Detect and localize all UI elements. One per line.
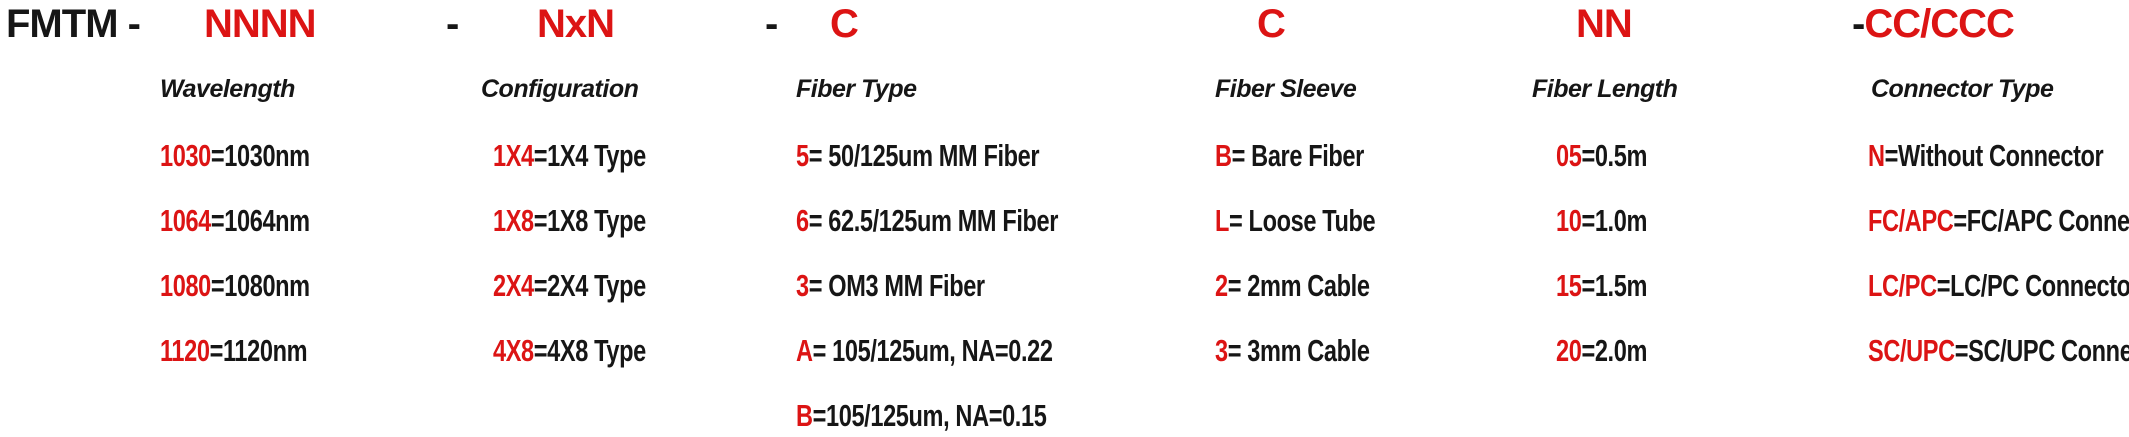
option-code: 1064 [160,203,211,238]
option-code: 10 [1556,203,1582,238]
option-desc: = 2mm Cable [1227,268,1370,303]
option-code: 1X4 [493,138,534,173]
column-label-configuration: Configuration [481,75,639,103]
option-desc: = OM3 MM Fiber [808,268,985,303]
fiber-sleeve-option: L= Loose Tube [1215,203,1376,238]
fiber-type-option: 5= 50/125um MM Fiber [796,138,1040,173]
fiber-type-option: 6= 62.5/125um MM Fiber [796,204,1058,238]
option-desc: =1120nm [209,333,308,368]
option-desc: =LC/PC Connector [1936,268,2129,303]
option-code: 3 [1215,333,1228,368]
option-code: B [796,398,813,433]
option-desc: = 62.5/125um MM Fiber [808,203,1059,238]
option-desc: =2X4 Type [533,268,646,303]
option-code: 1030 [160,138,211,173]
configuration-option: 1X8=1X8 Type [493,204,646,238]
option-desc: =1X8 Type [533,203,646,238]
code-segment-wavelength: NNNN [204,2,317,46]
wavelength-option: 1030=1030nm [160,139,310,173]
configuration-option: 1X4=1X4 Type [493,139,646,173]
option-desc: =1.0m [1581,203,1648,238]
column-label-fiber-type: Fiber Type [796,75,917,103]
connector-code-hyphen: - [1852,2,1865,46]
option-desc: = 50/125um MM Fiber [808,138,1040,173]
fiber-length-option: 15=1.5m [1556,269,1647,303]
option-desc: = 3mm Cable [1227,333,1370,368]
connector-type-option: SC/UPC=SC/UPC Connector [1868,334,2129,368]
option-desc: =105/125um, NA=0.15 [812,398,1047,433]
connector-type-option: FC/APC=FC/APC Connector [1868,204,2129,238]
option-desc: =1X4 Type [533,138,646,173]
fiber-sleeve-option: 3= 3mm Cable [1215,334,1370,368]
option-code: 20 [1556,333,1582,368]
option-code: 2X4 [493,268,534,303]
option-code: 2 [1215,268,1228,303]
configuration-option: 2X4=2X4 Type [493,269,646,303]
option-code: 05 [1556,138,1582,173]
configuration-option: 4X8=4X8 Type [493,334,646,368]
option-code: 15 [1556,268,1582,303]
column-label-wavelength: Wavelength [160,75,295,103]
option-code: N [1868,138,1885,173]
option-code: L [1215,203,1230,238]
fiber-sleeve-option: 2= 2mm Cable [1215,269,1370,303]
option-desc: =Without Connector [1884,138,2104,173]
fiber-length-option: 10=1.0m [1556,204,1647,238]
code-segment-fiber-sleeve: C [1257,2,1286,46]
option-desc: =FC/APC Connector [1953,203,2129,238]
column-label-connector-type: Connector Type [1871,75,2054,103]
code-segment-fiber-length: NN [1576,2,1633,46]
option-code: 4X8 [493,333,534,368]
option-desc: =SC/UPC Connector [1954,333,2129,368]
option-code: B [1215,138,1232,173]
option-desc: =4X8 Type [533,333,646,368]
code-segment-connector-type: -CC/CCC [1852,2,2015,46]
option-desc: =1030nm [210,138,310,173]
option-code: A [796,333,813,368]
option-code: 1120 [160,333,210,368]
option-code: 6 [796,203,809,238]
fiber-length-option: 05=0.5m [1556,139,1647,173]
wavelength-option: 1120=1120nm [160,333,308,368]
option-code: 5 [796,138,809,173]
code-separator-1: - [446,2,459,46]
fiber-length-option: 20=2.0m [1556,334,1647,368]
code-segment-configuration: NxN [537,2,615,46]
option-desc: = Loose Tube [1229,203,1376,238]
wavelength-option: 1064=1064nm [160,204,310,238]
fiber-type-option: B=105/125um, NA=0.15 [796,398,1047,433]
connector-code: CC/CCC [1864,2,2015,46]
option-code: 3 [796,268,809,303]
connector-type-option: LC/PC=LC/PC Connector [1868,269,2129,303]
connector-type-option: N=Without Connector [1868,138,2104,173]
option-desc: =1064nm [210,203,310,238]
code-separator-2: - [765,2,778,46]
fiber-type-option: 3= OM3 MM Fiber [796,269,985,303]
option-desc: =1080nm [210,268,310,303]
option-code: 1080 [160,268,211,303]
option-code: 1X8 [493,203,534,238]
product-family-code: FMTM - [6,2,141,46]
column-label-fiber-sleeve: Fiber Sleeve [1215,75,1357,103]
option-desc: =0.5m [1581,138,1648,173]
option-desc: =1.5m [1581,268,1648,303]
fiber-sleeve-option: B= Bare Fiber [1215,139,1364,173]
option-code: SC/UPC [1868,333,1955,368]
wavelength-option: 1080=1080nm [160,269,310,303]
code-segment-fiber-type: C [830,2,859,46]
option-desc: =2.0m [1581,333,1648,368]
column-label-fiber-length: Fiber Length [1532,75,1678,103]
option-desc: = 105/125um, NA=0.22 [812,333,1053,368]
option-code: FC/APC [1868,203,1954,238]
option-desc: = Bare Fiber [1231,138,1365,173]
option-code: LC/PC [1868,268,1937,303]
fiber-type-option: A= 105/125um, NA=0.22 [796,334,1053,368]
